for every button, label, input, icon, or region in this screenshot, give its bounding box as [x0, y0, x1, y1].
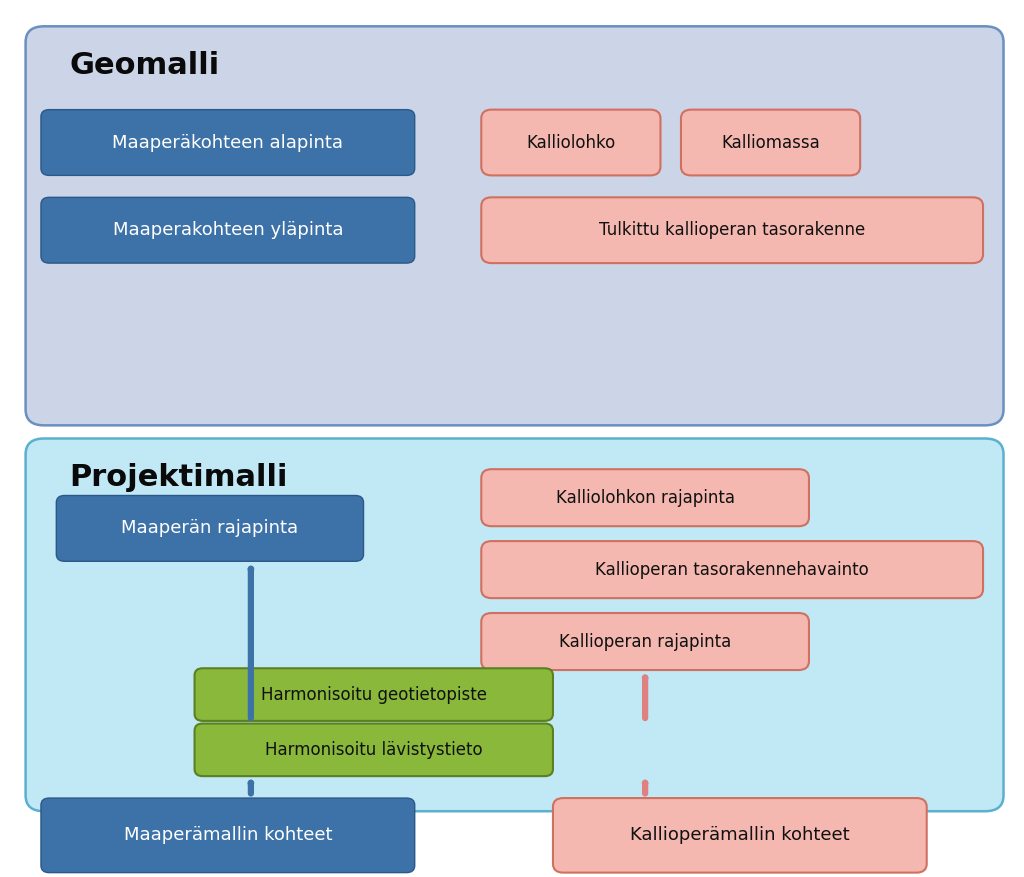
FancyBboxPatch shape: [26, 26, 1004, 425]
Text: Harmonisoitu geotietopiste: Harmonisoitu geotietopiste: [261, 686, 486, 703]
FancyBboxPatch shape: [56, 496, 364, 561]
Text: Harmonisoitu lävistystieto: Harmonisoitu lävistystieto: [265, 741, 482, 759]
FancyBboxPatch shape: [41, 197, 415, 263]
FancyBboxPatch shape: [481, 541, 983, 598]
Text: Geomalli: Geomalli: [70, 51, 220, 81]
FancyBboxPatch shape: [481, 197, 983, 263]
Text: Kalliolohko: Kalliolohko: [526, 133, 615, 152]
FancyBboxPatch shape: [481, 110, 660, 175]
Text: Kalliolohkon rajapinta: Kalliolohkon rajapinta: [556, 488, 734, 507]
Text: Maaperakohteen yläpinta: Maaperakohteen yläpinta: [113, 221, 343, 239]
Text: Projektimalli: Projektimalli: [70, 463, 288, 493]
FancyBboxPatch shape: [481, 469, 809, 526]
FancyBboxPatch shape: [41, 798, 415, 873]
Text: Maaperämallin kohteet: Maaperämallin kohteet: [124, 826, 332, 845]
FancyBboxPatch shape: [681, 110, 860, 175]
Text: Kallioperämallin kohteet: Kallioperämallin kohteet: [630, 826, 850, 845]
Text: Maaperäkohteen alapinta: Maaperäkohteen alapinta: [113, 133, 343, 152]
FancyBboxPatch shape: [41, 110, 415, 175]
Text: Maaperän rajapinta: Maaperän rajapinta: [122, 519, 298, 538]
FancyBboxPatch shape: [553, 798, 927, 873]
Text: Kallioperan rajapinta: Kallioperan rajapinta: [559, 632, 731, 651]
Text: Kalliomassa: Kalliomassa: [721, 133, 820, 152]
FancyBboxPatch shape: [195, 668, 553, 721]
FancyBboxPatch shape: [195, 724, 553, 776]
Text: Tulkittu kallioperan tasorakenne: Tulkittu kallioperan tasorakenne: [599, 221, 865, 239]
FancyBboxPatch shape: [26, 438, 1004, 811]
FancyBboxPatch shape: [481, 613, 809, 670]
Text: Kallioperan tasorakennehavainto: Kallioperan tasorakennehavainto: [595, 560, 869, 579]
